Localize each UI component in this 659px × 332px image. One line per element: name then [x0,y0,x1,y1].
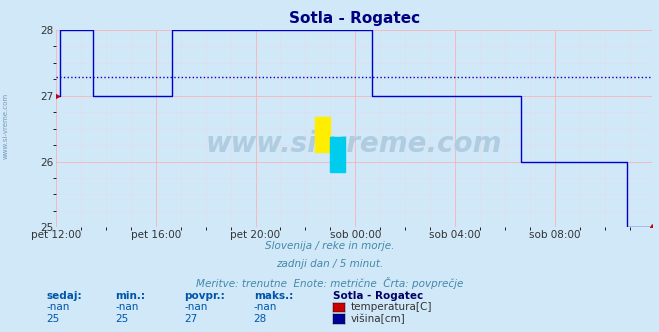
Text: -nan: -nan [115,302,138,312]
Title: Sotla - Rogatec: Sotla - Rogatec [289,11,420,26]
Text: 28: 28 [254,314,267,324]
Text: -nan: -nan [185,302,208,312]
Text: min.:: min.: [115,291,146,301]
Text: temperatura[C]: temperatura[C] [351,302,432,312]
Text: www.si-vreme.com: www.si-vreme.com [2,93,9,159]
Text: 27: 27 [185,314,198,324]
Text: 25: 25 [115,314,129,324]
Bar [316,117,330,152]
Text: -nan: -nan [46,302,69,312]
Text: sedaj:: sedaj: [46,291,82,301]
Text: -nan: -nan [254,302,277,312]
Text: povpr.:: povpr.: [185,291,225,301]
Text: 25: 25 [46,314,59,324]
Bar [330,136,345,172]
Text: www.si-vreme.com: www.si-vreme.com [206,130,502,158]
Text: višina[cm]: višina[cm] [351,314,405,324]
Text: zadnji dan / 5 minut.: zadnji dan / 5 minut. [276,259,383,269]
Text: maks.:: maks.: [254,291,293,301]
Text: Sotla - Rogatec: Sotla - Rogatec [333,291,423,301]
Text: Slovenija / reke in morje.: Slovenija / reke in morje. [265,241,394,251]
Text: Meritve: trenutne  Enote: metrične  Črta: povprečje: Meritve: trenutne Enote: metrične Črta: … [196,277,463,289]
